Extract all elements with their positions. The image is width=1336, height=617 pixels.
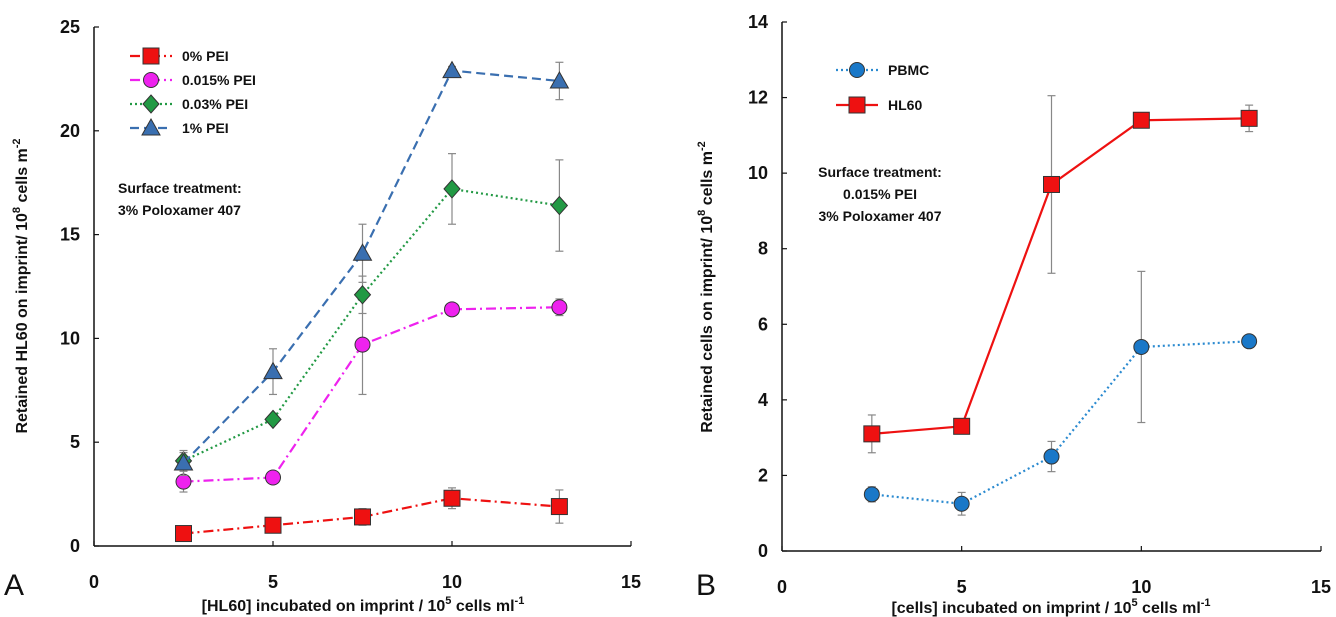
panel-b-data-point — [863, 486, 880, 503]
panel-b-x-tick-label: 10 — [1131, 577, 1151, 597]
panel-a-y-tick-label: 20 — [60, 121, 80, 141]
panel-b-series-1 — [863, 95, 1258, 454]
panel-a-legend-label: 1% PEI — [182, 120, 229, 136]
panel-b-annotation-line: Surface treatment: — [818, 164, 942, 180]
panel-a-data-point — [443, 179, 461, 199]
panel-a-x-axis-label: [HL60] incubated on imprint / 105 cells … — [202, 595, 525, 615]
panel-b-data-point — [1240, 109, 1258, 127]
panel-a-series-3 — [173, 60, 570, 477]
panel-b-annotation: Surface treatment: 0.015% PEI 3% Poloxamer… — [818, 164, 942, 224]
panel-b-y-tick-label: 8 — [758, 239, 768, 259]
panel-b-annotation-line: 3% Poloxamer 407 — [819, 208, 942, 224]
panel-b-legend-label: HL60 — [888, 97, 922, 113]
panel-a-annotation: Surface treatment: 3% Poloxamer 407 — [118, 180, 242, 218]
panel-a-y-tick-label: 10 — [60, 328, 80, 348]
panel-a-plot: 0 5 10 15 0 5 10 15 20 25 0% PEI 0.015% PEI 0.03% PE… — [60, 17, 641, 592]
panel-a-series-2 — [174, 153, 569, 471]
panel-b-data-point — [953, 417, 971, 435]
panel-a-x-tick-label: 0 — [89, 572, 99, 592]
panel-a-data-point — [550, 195, 569, 216]
panel-a-data-point — [549, 70, 570, 89]
panel-a-data-point — [265, 469, 281, 486]
panel-b-series-0 — [863, 270, 1258, 516]
panel-b-x-tick-label: 5 — [957, 577, 967, 597]
panel-a-legend-marker — [142, 94, 160, 114]
panel-b-data-point — [863, 425, 881, 443]
panel-a-legend-label: 0% PEI — [182, 48, 229, 64]
panel-a-legend-label: 0.03% PEI — [182, 96, 248, 112]
panel-a-data-point — [352, 243, 373, 261]
panel-b-y-axis-label: Retained cells on imprint/ 108 cells m-2 — [696, 141, 716, 433]
panel-a-y-tick-label: 0 — [70, 536, 80, 556]
panel-a-data-point — [551, 299, 568, 316]
panel-b-data-point — [1133, 338, 1150, 355]
panel-a-data-point — [354, 508, 371, 526]
panel-a-y-tick-label: 5 — [70, 432, 80, 452]
panel-b-y-tick-label: 2 — [758, 465, 768, 485]
panel-a-y-tick-label: 25 — [60, 17, 80, 37]
panel-a-legend-marker — [141, 117, 161, 136]
panel-a-legend-label: 0.015% PEI — [182, 72, 256, 88]
panel-b-x-tick-label: 15 — [1311, 577, 1331, 597]
panel-letter-b: B — [696, 569, 716, 602]
panel-b-data-point — [1043, 175, 1060, 193]
panel-a-x-tick-label: 15 — [621, 572, 641, 592]
panel-b-legend-marker — [848, 96, 866, 114]
panel-b-x-axis-label: [cells] incubated on imprint / 105 cells… — [891, 597, 1210, 617]
panel-a-data-point — [264, 516, 282, 534]
panel-a-data-point — [173, 452, 194, 471]
panel-b-legend: PBMC HL60 — [836, 62, 929, 114]
panel-a-series-0 — [175, 487, 568, 543]
panel-a-annotation-line: Surface treatment: — [118, 180, 242, 196]
panel-a-legend-marker — [143, 72, 159, 88]
panel-b-plot: 0 5 10 15 0 2 4 6 8 10 12 14 PBMC HL60 Surface treatme… — [748, 12, 1331, 597]
panel-a-data-point — [444, 301, 460, 318]
panel-b-y-tick-label: 10 — [748, 163, 768, 183]
panel-a-data-point — [175, 525, 192, 543]
panel-a-legend-marker — [142, 47, 160, 65]
panel-b-y-tick-label: 0 — [758, 541, 768, 561]
panel-a-data-point — [353, 285, 372, 305]
panel-a-data-point — [354, 336, 371, 353]
panel-a-data-point — [264, 409, 282, 430]
panel-a-series-line — [183, 306, 560, 483]
panel-a-y-tick-label: 15 — [60, 225, 80, 245]
panel-a-series-1 — [175, 294, 568, 493]
panel-a-series-line — [183, 187, 560, 462]
panel-b-data-point — [1241, 333, 1258, 350]
panel-a-series-line — [182, 69, 560, 464]
panel-b-y-tick-label: 4 — [758, 390, 768, 410]
panel-b-legend-label: PBMC — [888, 62, 929, 78]
panel-a-y-axis-label: Retained HL60 on imprint/ 108 cells m-2 — [11, 138, 31, 433]
panel-b-y-tick-label: 6 — [758, 314, 768, 334]
panel-a-x-tick-label: 5 — [268, 572, 278, 592]
panel-a-data-point — [263, 361, 283, 380]
panel-b-data-point — [1043, 448, 1060, 465]
panel-a-x-tick-label: 10 — [442, 572, 462, 592]
panel-b-annotation-line: 0.015% PEI — [843, 186, 917, 202]
panel-a-annotation-line: 3% Poloxamer 407 — [118, 202, 241, 218]
panel-a-series-line — [183, 497, 560, 535]
panel-b-series-line — [871, 340, 1250, 505]
panel-a-legend: 0% PEI 0.015% PEI 0.03% PEI 1% PEI — [130, 47, 256, 136]
panel-b-y-tick-label: 12 — [748, 88, 768, 108]
panel-a-data-point — [175, 473, 192, 490]
panel-b-data-point — [953, 495, 970, 512]
panel-a-data-point — [550, 498, 568, 516]
panel-b-y-tick-label: 14 — [748, 12, 768, 32]
panel-b-legend-marker — [849, 62, 865, 78]
panel-b-x-tick-label: 0 — [777, 577, 787, 597]
panel-a-data-point — [443, 489, 461, 507]
panel-letter-a: A — [4, 569, 24, 602]
panel-a-data-point — [442, 60, 462, 79]
panel-b-data-point — [1132, 111, 1150, 129]
